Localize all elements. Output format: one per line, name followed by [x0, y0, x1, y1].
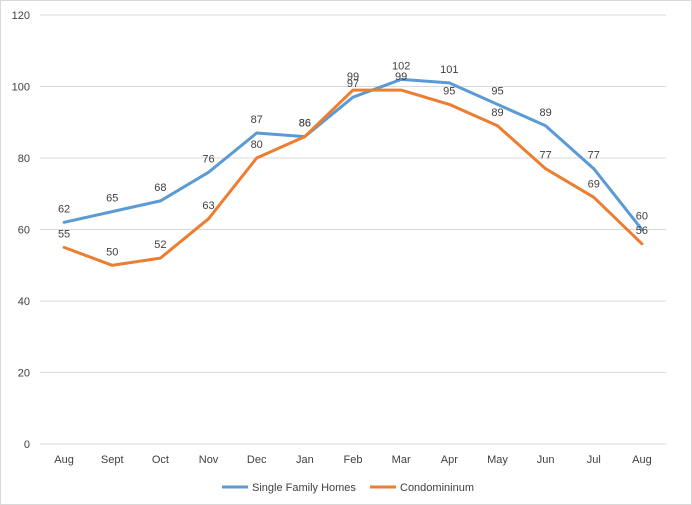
- data-label: 89: [539, 107, 551, 119]
- data-label: 99: [395, 71, 407, 83]
- x-tick-label: Apr: [441, 454, 458, 466]
- y-tick-label: 40: [18, 296, 30, 308]
- data-label: 86: [299, 118, 311, 130]
- y-tick-label: 100: [12, 82, 30, 94]
- x-tick-label: Mar: [392, 454, 411, 466]
- y-tick-label: 60: [18, 225, 30, 237]
- x-tick-label: Aug: [54, 454, 74, 466]
- data-label: 95: [491, 85, 503, 97]
- x-tick-label: Sept: [101, 454, 124, 466]
- data-label: 77: [539, 150, 551, 162]
- y-tick-label: 120: [12, 10, 30, 22]
- x-tick-label: Jan: [296, 454, 314, 466]
- x-tick-label: Jul: [587, 454, 601, 466]
- data-label: 87: [251, 114, 263, 126]
- data-label: 99: [347, 71, 359, 83]
- series-line-single-family-homes: [62, 77, 644, 231]
- legend-entry-label: Condomininum: [400, 482, 474, 494]
- data-label: 55: [58, 228, 70, 240]
- data-label: 56: [636, 225, 648, 237]
- y-tick-label: 20: [18, 368, 30, 380]
- x-tick-label: Aug: [632, 454, 652, 466]
- data-label: 89: [491, 107, 503, 119]
- series-line-condomininum: [62, 88, 644, 267]
- x-tick-label: May: [487, 454, 508, 466]
- data-label: 97: [347, 78, 359, 90]
- data-label: 69: [588, 178, 600, 190]
- gridlines: [40, 14, 666, 445]
- data-label: 52: [154, 239, 166, 251]
- data-label: 60: [636, 211, 648, 223]
- data-label: 102: [392, 60, 410, 72]
- x-tick-label: Feb: [344, 454, 363, 466]
- data-label: 76: [202, 153, 214, 165]
- data-label: 65: [106, 193, 118, 205]
- data-label: 95: [443, 85, 455, 97]
- data-label: 50: [106, 246, 118, 258]
- x-axis-tick-labels: Aug Sept Oct Nov Dec Jan Feb Mar Apr May Jun Jul Aug: [54, 454, 651, 466]
- legend-entry-label: Single Family Homes: [252, 482, 356, 494]
- y-axis-tick-labels: 0 20 40 60 80 100 120: [12, 10, 30, 451]
- y-tick-label: 0: [24, 439, 30, 451]
- x-tick-label: Nov: [199, 454, 219, 466]
- data-label: 68: [154, 182, 166, 194]
- data-label: 62: [58, 203, 70, 215]
- series-lines: [62, 77, 644, 267]
- x-tick-label: Jun: [537, 454, 555, 466]
- legend: Single Family Homes Condomininum: [222, 482, 474, 494]
- data-label: 77: [588, 150, 600, 162]
- y-tick-label: 80: [18, 153, 30, 165]
- data-label: 80: [251, 139, 263, 151]
- data-label: 86: [299, 118, 311, 130]
- data-label: 101: [440, 64, 458, 76]
- data-label: 63: [202, 200, 214, 212]
- x-tick-label: Dec: [247, 454, 267, 466]
- x-tick-label: Oct: [152, 454, 169, 466]
